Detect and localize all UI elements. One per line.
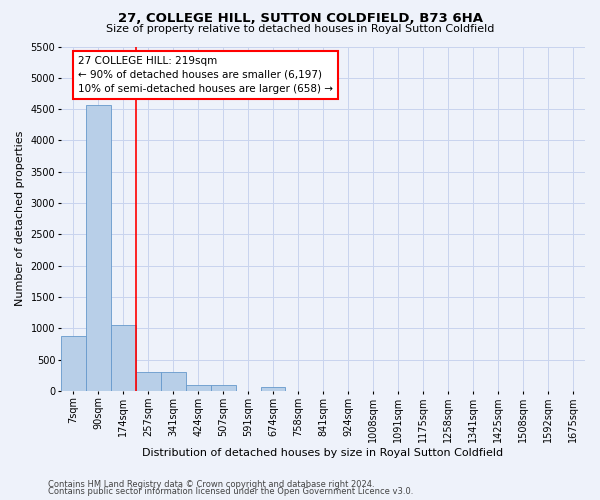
Text: Contains public sector information licensed under the Open Government Licence v3: Contains public sector information licen… [48,487,413,496]
Bar [185,386,211,391]
Bar [211,386,236,391]
Bar [86,106,111,391]
Bar [161,372,185,391]
Y-axis label: Number of detached properties: Number of detached properties [15,131,25,306]
Bar [111,324,136,391]
Text: 27, COLLEGE HILL, SUTTON COLDFIELD, B73 6HA: 27, COLLEGE HILL, SUTTON COLDFIELD, B73 … [118,12,482,26]
Text: Size of property relative to detached houses in Royal Sutton Coldfield: Size of property relative to detached ho… [106,24,494,34]
Bar [61,336,86,391]
Bar [136,372,161,391]
Text: Contains HM Land Registry data © Crown copyright and database right 2024.: Contains HM Land Registry data © Crown c… [48,480,374,489]
Bar [260,386,286,391]
X-axis label: Distribution of detached houses by size in Royal Sutton Coldfield: Distribution of detached houses by size … [142,448,503,458]
Text: 27 COLLEGE HILL: 219sqm
← 90% of detached houses are smaller (6,197)
10% of semi: 27 COLLEGE HILL: 219sqm ← 90% of detache… [78,56,333,94]
